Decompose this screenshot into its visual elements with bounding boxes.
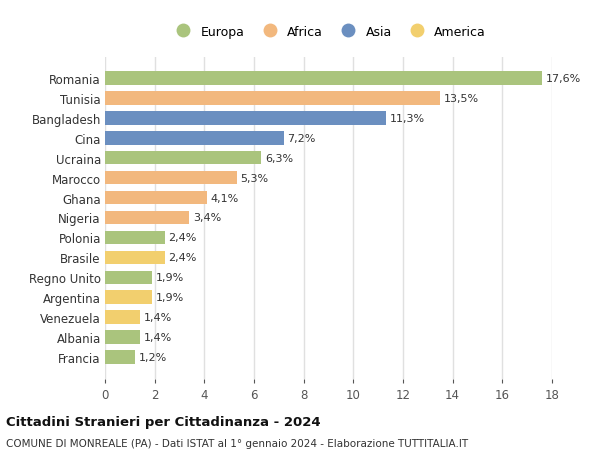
Text: 7,2%: 7,2% <box>287 134 316 143</box>
Bar <box>105 112 386 125</box>
Bar <box>105 72 542 85</box>
Text: 2,4%: 2,4% <box>169 233 197 243</box>
Text: COMUNE DI MONREALE (PA) - Dati ISTAT al 1° gennaio 2024 - Elaborazione TUTTITALI: COMUNE DI MONREALE (PA) - Dati ISTAT al … <box>6 438 468 448</box>
Bar <box>105 211 190 225</box>
Text: 11,3%: 11,3% <box>389 113 424 123</box>
Bar <box>105 231 164 245</box>
Text: 3,4%: 3,4% <box>193 213 221 223</box>
Bar <box>105 251 164 264</box>
Text: 5,3%: 5,3% <box>241 173 268 183</box>
Bar <box>105 132 284 145</box>
Bar <box>105 291 152 304</box>
Text: 6,3%: 6,3% <box>265 153 293 163</box>
Legend: Europa, Africa, Asia, America: Europa, Africa, Asia, America <box>167 22 490 42</box>
Bar <box>105 311 140 324</box>
Text: 4,1%: 4,1% <box>211 193 239 203</box>
Text: 2,4%: 2,4% <box>169 253 197 263</box>
Bar <box>105 330 140 344</box>
Bar <box>105 351 135 364</box>
Text: 1,4%: 1,4% <box>143 313 172 323</box>
Text: 1,9%: 1,9% <box>156 273 184 283</box>
Bar <box>105 151 262 165</box>
Text: 13,5%: 13,5% <box>444 94 479 104</box>
Text: 1,9%: 1,9% <box>156 293 184 302</box>
Bar <box>105 172 236 185</box>
Text: 1,2%: 1,2% <box>139 353 167 362</box>
Bar <box>105 271 152 285</box>
Text: Cittadini Stranieri per Cittadinanza - 2024: Cittadini Stranieri per Cittadinanza - 2… <box>6 415 320 428</box>
Bar <box>105 92 440 106</box>
Text: 1,4%: 1,4% <box>143 332 172 342</box>
Text: 17,6%: 17,6% <box>546 74 581 84</box>
Bar <box>105 191 207 205</box>
